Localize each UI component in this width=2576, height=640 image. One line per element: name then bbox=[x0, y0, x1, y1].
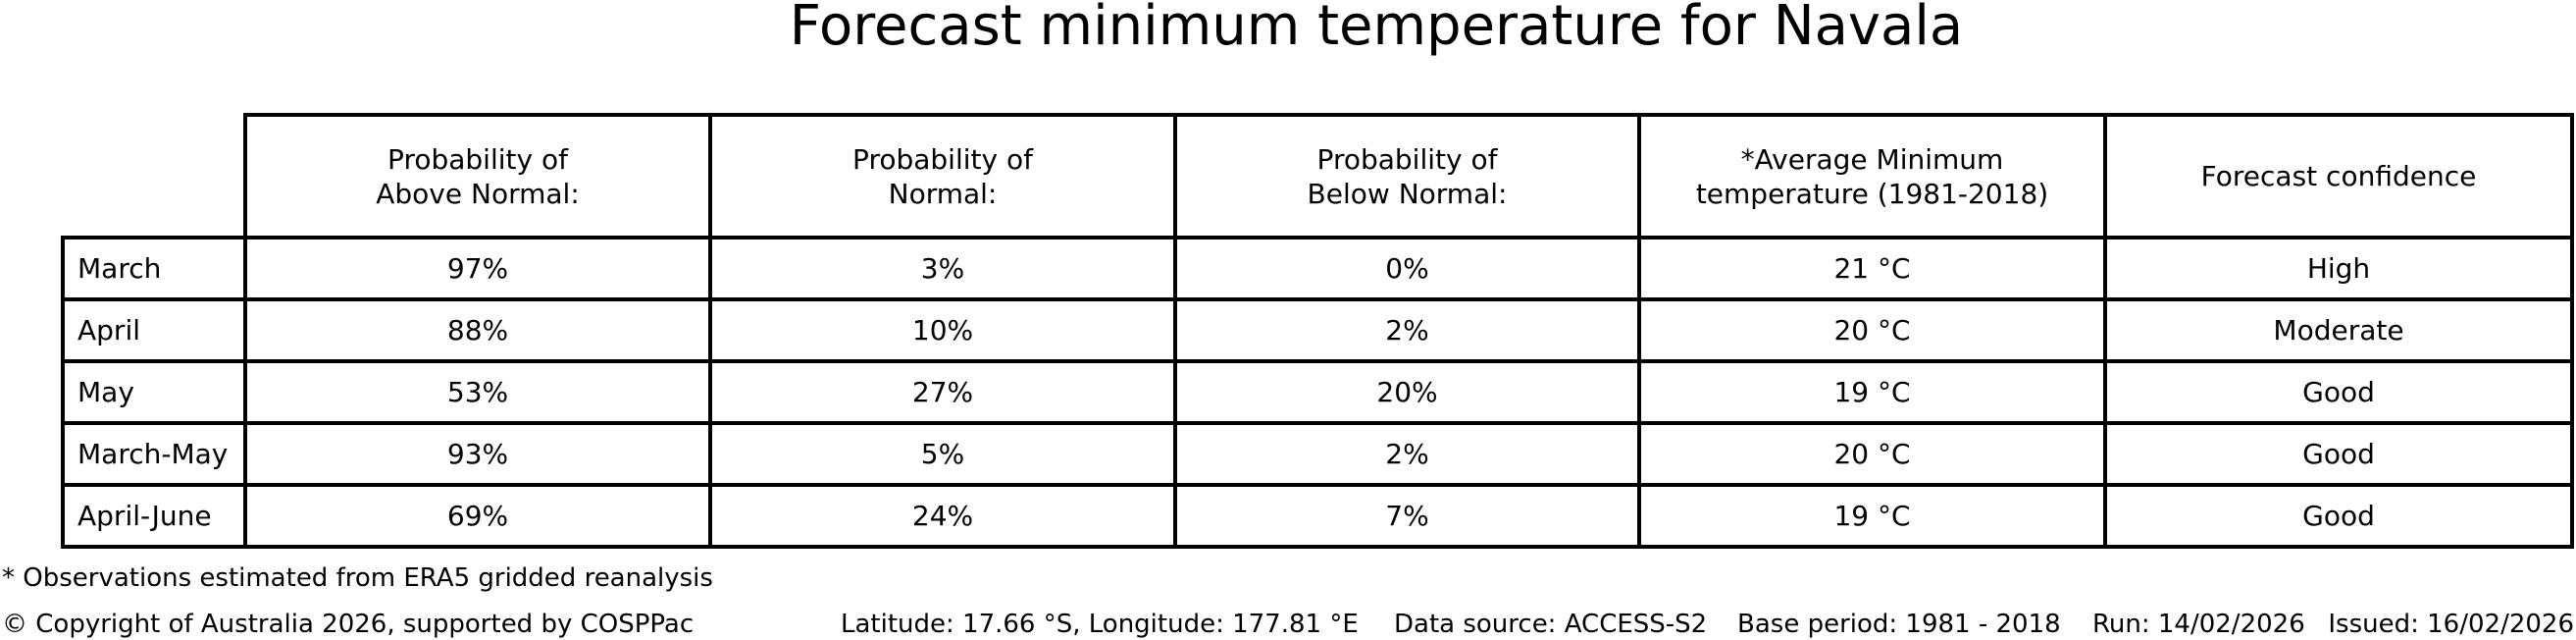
corner-cell bbox=[63, 115, 245, 238]
table-cell: 21 °C bbox=[1637, 236, 2107, 301]
table-cell: 20 °C bbox=[1637, 421, 2107, 487]
table-cell: 0% bbox=[1173, 236, 1641, 301]
table-cell: 88% bbox=[243, 297, 712, 363]
table-row-march: March 97% 3% 0% 21 °C High bbox=[61, 236, 2574, 301]
table-row-may: May 53% 27% 20% 19 °C Good bbox=[61, 359, 2574, 425]
column-header-above-normal: Probability of Above Normal: bbox=[243, 113, 712, 240]
issued-date-text: Issued: 16/02/2026 bbox=[2328, 610, 2574, 639]
forecast-table: Probability of Above Normal: Probability… bbox=[61, 113, 2574, 549]
coordinates-text: Latitude: 17.66 °S, Longitude: 177.81 °E bbox=[841, 610, 1359, 639]
column-header-forecast-confidence: Forecast confidence bbox=[2103, 113, 2574, 240]
table-cell: 2% bbox=[1173, 421, 1641, 487]
run-date-text: Run: 14/02/2026 bbox=[2092, 610, 2305, 639]
row-label: March-May bbox=[61, 421, 247, 487]
table-cell: Moderate bbox=[2103, 297, 2574, 363]
row-label: April-June bbox=[61, 483, 247, 549]
table-cell: Good bbox=[2103, 359, 2574, 425]
table-cell: 69% bbox=[243, 483, 712, 549]
base-period-text: Base period: 1981 - 2018 bbox=[1737, 610, 2061, 639]
footer-bar: © Copyright of Australia 2026, supported… bbox=[0, 610, 2576, 640]
table-cell: 97% bbox=[243, 236, 712, 301]
table-cell: 19 °C bbox=[1637, 483, 2107, 549]
table-cell: High bbox=[2103, 236, 2574, 301]
column-header-avg-min-temp: *Average Minimum temperature (1981-2018) bbox=[1637, 113, 2107, 240]
table-row-april: April 88% 10% 2% 20 °C Moderate bbox=[61, 297, 2574, 363]
page-title: Forecast minimum temperature for Navala bbox=[789, 0, 1964, 58]
table-row-march-may: March-May 93% 5% 2% 20 °C Good bbox=[61, 421, 2574, 487]
table-cell: 20 °C bbox=[1637, 297, 2107, 363]
table-cell: 2% bbox=[1173, 297, 1641, 363]
table-cell: 5% bbox=[708, 421, 1177, 487]
table-cell: 19 °C bbox=[1637, 359, 2107, 425]
row-label: March bbox=[61, 236, 247, 301]
copyright-text: © Copyright of Australia 2026, supported… bbox=[2, 610, 695, 639]
footnote: * Observations estimated from ERA5 gridd… bbox=[2, 563, 713, 593]
table-cell: Good bbox=[2103, 483, 2574, 549]
column-header-below-normal: Probability of Below Normal: bbox=[1173, 113, 1641, 240]
table-cell: 27% bbox=[708, 359, 1177, 425]
row-label: April bbox=[61, 297, 247, 363]
table-cell: 24% bbox=[708, 483, 1177, 549]
table-cell: 93% bbox=[243, 421, 712, 487]
table-cell: 7% bbox=[1173, 483, 1641, 549]
table-cell: 53% bbox=[243, 359, 712, 425]
data-source-text: Data source: ACCESS-S2 bbox=[1394, 610, 1708, 639]
column-header-normal: Probability of Normal: bbox=[708, 113, 1177, 240]
header-row: Probability of Above Normal: Probability… bbox=[63, 113, 2574, 240]
table-row-april-june: April-June 69% 24% 7% 19 °C Good bbox=[61, 483, 2574, 549]
table-cell: 10% bbox=[708, 297, 1177, 363]
table-cell: 3% bbox=[708, 236, 1177, 301]
row-label: May bbox=[61, 359, 247, 425]
table-cell: 20% bbox=[1173, 359, 1641, 425]
table-cell: Good bbox=[2103, 421, 2574, 487]
